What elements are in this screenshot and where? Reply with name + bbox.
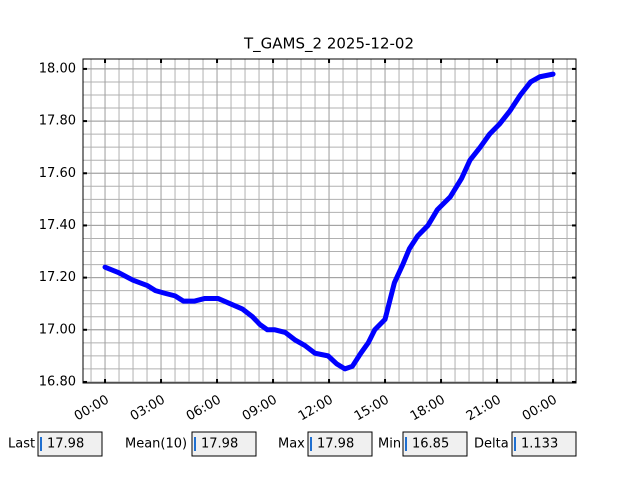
chart-title: T_GAMS_2 2025-12-02 xyxy=(243,35,414,54)
stat-value: 17.98 xyxy=(201,437,238,452)
stat-field xyxy=(511,431,577,457)
stat-label: Last xyxy=(8,437,35,452)
stat-label: Min xyxy=(378,437,401,452)
stat-value: 1.133 xyxy=(521,437,558,452)
y-tick-label: 17.60 xyxy=(39,166,76,181)
stat-label: Max xyxy=(278,437,305,452)
y-tick-label: 16.80 xyxy=(39,374,76,389)
stat-field xyxy=(37,431,103,457)
y-tick-label: 17.20 xyxy=(39,270,76,285)
y-tick-label: 17.80 xyxy=(39,114,76,129)
y-tick-label: 17.00 xyxy=(39,322,76,337)
stat-field xyxy=(191,431,257,457)
stat-field xyxy=(402,431,468,457)
y-tick-label: 17.40 xyxy=(39,218,76,233)
plot-frame xyxy=(82,58,577,384)
stat-value: 17.98 xyxy=(47,437,84,452)
stat-field xyxy=(307,431,373,457)
stat-label: Mean(10) xyxy=(125,437,187,452)
stat-value: 16.85 xyxy=(412,437,449,452)
stat-value: 17.98 xyxy=(317,437,354,452)
data-line xyxy=(102,71,556,372)
stat-label: Delta xyxy=(474,437,509,452)
y-tick-label: 18.00 xyxy=(39,61,76,76)
